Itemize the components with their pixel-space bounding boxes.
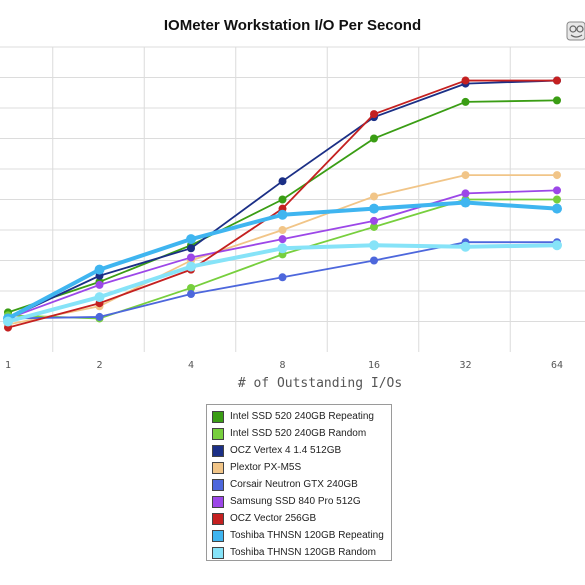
data-point <box>552 203 562 214</box>
legend-label: OCZ Vertex 4 1.4 512GB <box>230 445 342 456</box>
data-point <box>553 76 561 85</box>
legend-item: Samsung SSD 840 Pro 512G <box>207 493 391 510</box>
legend-swatch <box>212 529 224 542</box>
data-point <box>553 96 561 105</box>
data-point <box>187 253 195 262</box>
legend-item: Corsair Neutron GTX 240GB <box>207 476 391 493</box>
data-point <box>278 177 287 186</box>
x-tick-label: 4 <box>188 360 194 370</box>
legend-label: OCZ Vector 256GB <box>230 513 317 524</box>
data-point <box>369 240 379 251</box>
legend-label: Corsair Neutron GTX 240GB <box>230 479 358 490</box>
data-point <box>3 316 13 327</box>
data-point <box>461 97 470 106</box>
data-point <box>461 189 470 198</box>
logo-icon <box>566 21 585 41</box>
data-point <box>370 192 378 201</box>
legend-label: Plextor PX-M5S <box>230 462 302 473</box>
data-point <box>370 216 378 225</box>
legend-swatch <box>212 444 224 457</box>
legend-label: Intel SSD 520 240GB Repeating <box>230 411 374 422</box>
legend-label: Intel SSD 520 240GB Random <box>230 428 367 439</box>
data-point <box>277 209 288 220</box>
legend-item: Plextor PX-M5S <box>207 459 391 476</box>
data-point <box>278 195 287 204</box>
data-point <box>94 292 105 303</box>
data-point <box>278 226 287 234</box>
data-point <box>95 312 104 321</box>
plot-area: 1 2 4 8 16 32 64 <box>0 46 585 370</box>
data-point <box>460 197 471 208</box>
legend-swatch <box>212 546 224 559</box>
data-point <box>461 171 470 180</box>
data-point <box>553 171 561 180</box>
data-point <box>460 241 471 252</box>
data-point <box>552 240 562 251</box>
legend-item: Toshiba THNSN 120GB Random <box>207 544 391 561</box>
data-point <box>95 280 104 289</box>
data-point <box>553 186 561 195</box>
data-point <box>370 110 378 119</box>
data-point <box>186 234 196 245</box>
legend-swatch <box>212 410 224 423</box>
data-point <box>277 243 288 254</box>
data-point <box>278 235 287 244</box>
data-point <box>187 290 195 299</box>
x-tick-label: 64 <box>551 360 563 370</box>
legend-label: Toshiba THNSN 120GB Repeating <box>230 530 384 541</box>
legend-swatch <box>212 461 224 474</box>
data-point <box>94 264 105 275</box>
x-tick-labels: 1 2 4 8 16 32 64 <box>5 360 563 370</box>
x-tick-label: 8 <box>279 360 285 370</box>
data-point <box>186 261 196 272</box>
data-point <box>553 195 561 204</box>
legend-swatch <box>212 478 224 491</box>
chart-title: IOMeter Workstation I/O Per Second <box>163 17 422 34</box>
x-axis-label: # of Outstanding I/Os <box>237 376 403 391</box>
legend-item: Intel SSD 520 240GB Random <box>207 425 391 442</box>
data-point <box>461 76 470 85</box>
data-point <box>370 256 378 265</box>
data-point <box>187 244 195 253</box>
legend-swatch <box>212 512 224 525</box>
data-point <box>370 222 378 231</box>
legend-swatch <box>212 427 224 440</box>
legend-item: OCZ Vertex 4 1.4 512GB <box>207 442 391 459</box>
legend-swatch <box>212 495 224 508</box>
x-tick-label: 32 <box>459 360 471 370</box>
legend-label: Samsung SSD 840 Pro 512G <box>230 496 361 507</box>
series-lines <box>3 76 562 332</box>
legend: Intel SSD 520 240GB Repeating Intel SSD 5… <box>206 404 392 561</box>
x-tick-label: 2 <box>96 360 102 370</box>
data-point <box>187 283 195 292</box>
legend-item: OCZ Vector 256GB <box>207 510 391 527</box>
x-tick-label: 1 <box>5 360 11 370</box>
legend-label: Toshiba THNSN 120GB Random <box>230 547 376 558</box>
legend-item: Intel SSD 520 240GB Repeating <box>207 408 391 425</box>
data-point <box>278 273 287 282</box>
x-tick-label: 16 <box>368 360 380 370</box>
data-point <box>370 134 378 143</box>
legend-item: Toshiba THNSN 120GB Repeating <box>207 527 391 544</box>
data-point <box>369 203 379 214</box>
